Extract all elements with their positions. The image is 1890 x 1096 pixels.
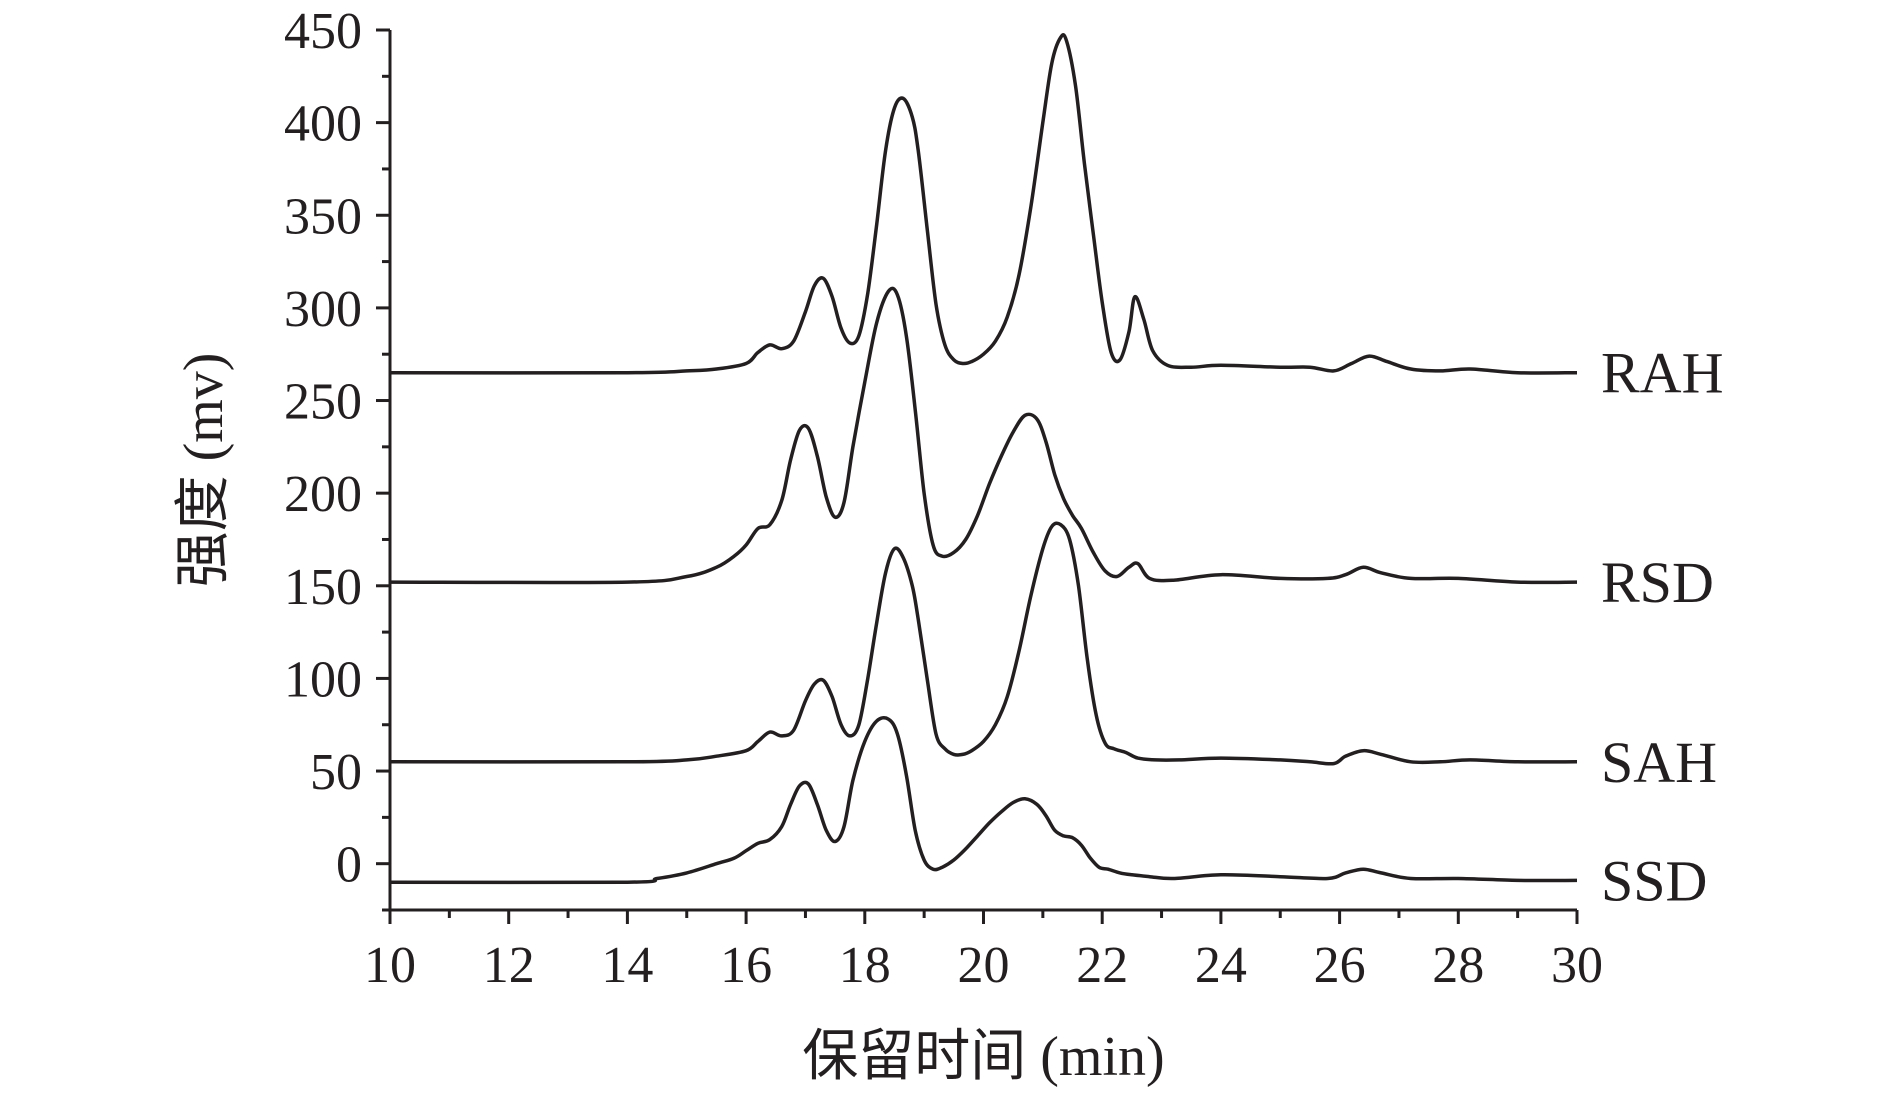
x-tick-label: 16	[720, 937, 772, 994]
x-axis-title: 保留时间 (min)	[802, 1026, 1164, 1088]
x-tick-label: 22	[1076, 937, 1128, 994]
y-axis-title: 强度 (mv)	[173, 353, 235, 588]
x-tick-label: 30	[1551, 937, 1603, 994]
y-tick-label: 50	[310, 744, 362, 801]
labels-layer: RAH RSD SAH SSD	[1601, 341, 1723, 914]
y-tick-label: 450	[284, 3, 362, 60]
y-tick-label: 100	[284, 651, 362, 708]
ticks-layer: 10 12 14 16 18 20 22 24 26 28 30050100150200250300…	[284, 3, 1603, 994]
x-tick-label: 28	[1432, 937, 1484, 994]
x-tick-label: 12	[483, 937, 535, 994]
series-line-ssd	[389, 716, 1578, 885]
x-tick-label: 20	[958, 937, 1010, 994]
series-line-sah	[389, 521, 1578, 766]
axes-layer	[388, 30, 1577, 912]
y-tick-label: 350	[284, 188, 362, 245]
x-tick-label: 26	[1314, 937, 1366, 994]
series-label-ssd: SSD	[1601, 848, 1707, 913]
series-label-rah: RAH	[1601, 341, 1723, 406]
series-label-sah: SAH	[1601, 730, 1717, 795]
x-tick-label: 14	[601, 937, 653, 994]
y-tick-label: 150	[284, 559, 362, 616]
y-tick-label: 400	[284, 96, 362, 153]
series-line-rsd	[389, 286, 1578, 585]
series-label-rsd: RSD	[1601, 550, 1714, 615]
y-tick-label: 200	[284, 466, 362, 523]
x-tick-label: 24	[1195, 937, 1247, 994]
x-tick-label: 10	[364, 937, 416, 994]
y-tick-label: 0	[336, 837, 362, 894]
series-layer	[389, 33, 1578, 885]
series-line-rah	[389, 33, 1578, 375]
y-tick-label: 250	[284, 374, 362, 431]
y-tick-label: 300	[284, 281, 362, 338]
x-tick-label: 18	[839, 937, 891, 994]
